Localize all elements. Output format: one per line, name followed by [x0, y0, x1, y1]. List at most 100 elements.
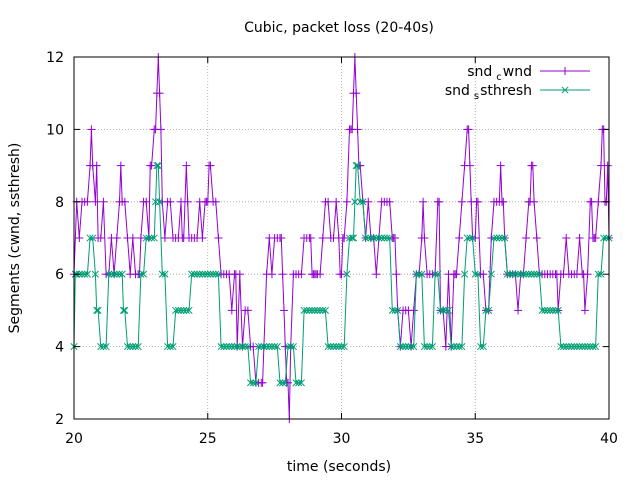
point-ssthresh-19 [115, 270, 124, 278]
point-cwnd-167 [435, 197, 444, 206]
point-ssthresh-142 [431, 270, 439, 278]
point-ssthresh-198 [581, 343, 589, 351]
point-cwnd-20 [116, 161, 125, 170]
point-ssthresh-197 [578, 343, 586, 351]
point-ssthresh-189 [557, 343, 565, 351]
point-ssthresh-48 [185, 306, 193, 314]
point-cwnd-22 [120, 197, 129, 206]
point-ssthresh-25 [129, 343, 137, 351]
point-ssthresh-38 [158, 270, 166, 278]
point-cwnd-93 [278, 270, 287, 279]
point-ssthresh-201 [589, 343, 597, 351]
point-cwnd-52 [183, 197, 192, 206]
point-ssthresh-18 [113, 270, 121, 278]
point-ssthresh-89 [295, 379, 303, 387]
point-ssthresh-141 [428, 343, 437, 351]
point-ssthresh-205 [600, 234, 608, 242]
point-cwnd-31 [142, 197, 151, 206]
point-ssthresh-163 [487, 270, 495, 278]
point-ssthresh-195 [573, 343, 581, 351]
point-ssthresh-17 [110, 270, 118, 278]
point-ssthresh-137 [418, 270, 426, 278]
point-ssthresh-143 [434, 270, 442, 278]
point-cwnd-145 [385, 197, 394, 206]
point-ssthresh-92 [303, 306, 311, 314]
point-cwnd-233 [583, 270, 592, 279]
axis-ticks: 20 25 30 35 40 2 4 6 8 10 12 [46, 50, 618, 447]
point-cwnd-39 [155, 89, 164, 98]
point-ssthresh-154 [463, 234, 471, 242]
point-cwnd-180 [464, 125, 473, 134]
point-ssthresh-9 [91, 270, 99, 278]
point-ssthresh-30 [142, 234, 150, 242]
point-ssthresh-148 [447, 343, 455, 351]
point-ssthresh-133 [407, 343, 415, 351]
point-ssthresh-83 [279, 379, 287, 387]
point-ssthresh-128 [394, 306, 402, 314]
point-cwnd-203 [514, 306, 523, 315]
legend: snd cwnd snd ssthresh [445, 64, 590, 102]
point-ssthresh-90 [297, 379, 305, 387]
legend-label-cwnd: snd cwnd [467, 64, 532, 83]
point-ssthresh-22 [121, 306, 129, 314]
point-ssthresh-132 [404, 343, 412, 351]
point-ssthresh-123 [380, 234, 388, 242]
point-cwnd-188 [479, 270, 488, 279]
point-cwnd-58 [198, 234, 207, 242]
point-ssthresh-86 [287, 343, 295, 351]
point-ssthresh-97 [316, 306, 324, 314]
point-cwnd-80 [249, 342, 258, 351]
point-ssthresh-149 [450, 343, 458, 351]
point-cwnd-114 [318, 234, 327, 242]
legend-label-ssthresh: snd ssthresh [445, 83, 532, 102]
point-ssthresh-190 [559, 343, 568, 351]
point-cwnd-44 [166, 197, 175, 206]
point-ssthresh-7 [86, 234, 94, 242]
point-ssthresh-101 [327, 343, 335, 351]
x-tick-label-3: 35 [466, 431, 484, 447]
point-ssthresh-150 [452, 343, 461, 351]
point-ssthresh-159 [477, 343, 485, 351]
point-ssthresh-11 [94, 306, 102, 314]
point-ssthresh-54 [201, 270, 209, 278]
point-cwnd-240 [596, 161, 605, 170]
point-ssthresh-124 [383, 234, 391, 242]
point-cwnd-5 [83, 197, 92, 206]
point-ssthresh-99 [321, 306, 330, 314]
point-cwnd-18 [112, 234, 121, 242]
y-tick-label-0: 2 [55, 412, 64, 428]
point-cwnd-88 [267, 270, 276, 279]
point-ssthresh-170 [506, 270, 514, 278]
point-ssthresh-29 [139, 270, 148, 278]
point-ssthresh-158 [474, 270, 482, 278]
point-ssthresh-179 [530, 270, 538, 278]
point-ssthresh-55 [204, 270, 212, 278]
point-ssthresh-127 [391, 306, 399, 314]
point-ssthresh-102 [329, 343, 338, 351]
point-ssthresh-58 [212, 270, 220, 278]
point-ssthresh-107 [343, 270, 351, 278]
point-cwnd-119 [332, 197, 341, 206]
point-ssthresh-87 [289, 343, 297, 351]
point-ssthresh-69 [241, 343, 249, 351]
point-ssthresh-53 [198, 270, 206, 278]
point-cwnd-66 [214, 234, 223, 242]
point-ssthresh-100 [324, 343, 332, 351]
point-ssthresh-98 [319, 306, 327, 314]
point-ssthresh-185 [546, 306, 554, 314]
point-ssthresh-146 [442, 306, 450, 314]
point-ssthresh-103 [332, 343, 340, 351]
point-cwnd-238 [591, 234, 600, 242]
point-cwnd-232 [580, 306, 589, 315]
point-cwnd-124 [340, 234, 349, 242]
y-axis-label: Segments (cwnd, ssthresh) [7, 143, 23, 334]
point-ssthresh-81 [273, 343, 281, 351]
point-ssthresh-110 [349, 234, 358, 242]
point-ssthresh-171 [509, 270, 517, 278]
point-ssthresh-175 [519, 270, 527, 278]
point-ssthresh-77 [263, 343, 271, 351]
point-ssthresh-120 [372, 234, 380, 242]
point-ssthresh-57 [209, 270, 217, 278]
point-ssthresh-187 [551, 306, 560, 314]
